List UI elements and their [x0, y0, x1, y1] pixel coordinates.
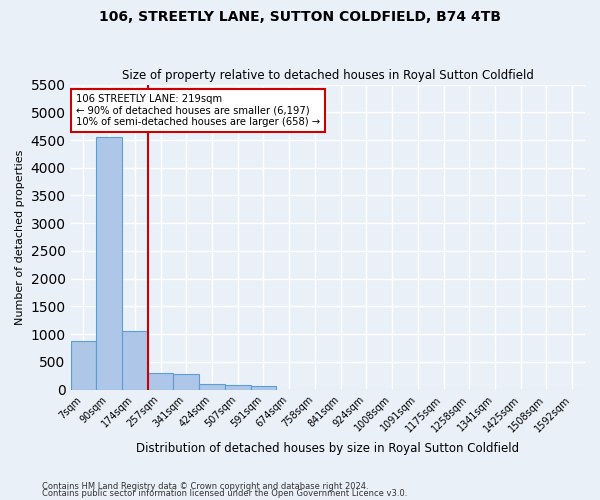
Y-axis label: Number of detached properties: Number of detached properties — [15, 150, 25, 324]
Bar — [96, 136, 122, 390]
Text: Contains HM Land Registry data © Crown copyright and database right 2024.: Contains HM Land Registry data © Crown c… — [42, 482, 368, 491]
Title: Size of property relative to detached houses in Royal Sutton Coldfield: Size of property relative to detached ho… — [122, 69, 534, 82]
Bar — [225, 385, 251, 390]
Bar — [71, 341, 96, 390]
X-axis label: Distribution of detached houses by size in Royal Sutton Coldfield: Distribution of detached houses by size … — [136, 442, 520, 455]
Text: Contains public sector information licensed under the Open Government Licence v3: Contains public sector information licen… — [42, 490, 407, 498]
Bar — [251, 386, 277, 390]
Text: 106, STREETLY LANE, SUTTON COLDFIELD, B74 4TB: 106, STREETLY LANE, SUTTON COLDFIELD, B7… — [99, 10, 501, 24]
Bar — [199, 384, 225, 390]
Bar — [122, 331, 148, 390]
Text: 106 STREETLY LANE: 219sqm
← 90% of detached houses are smaller (6,197)
10% of se: 106 STREETLY LANE: 219sqm ← 90% of detac… — [76, 94, 320, 127]
Bar — [173, 374, 199, 390]
Bar — [148, 374, 173, 390]
